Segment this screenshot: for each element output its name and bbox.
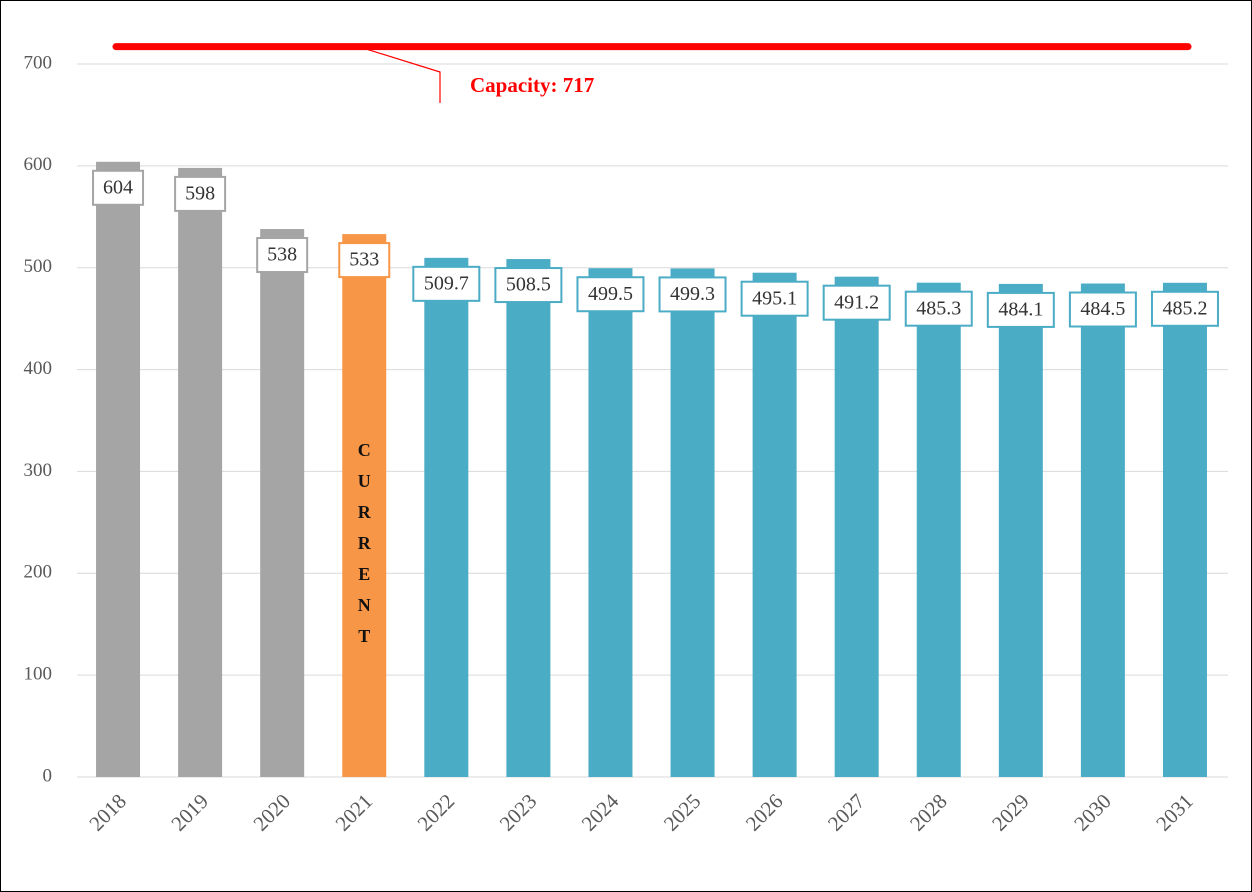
value-label-box [658,276,727,313]
value-label-box [1068,291,1137,328]
value-label: 499.5 [588,283,633,305]
y-tick-label: 600 [24,154,53,175]
bar [260,229,305,778]
bar [588,268,633,777]
y-tick-label: 100 [24,664,53,685]
bar [670,268,715,777]
value-label: 491.2 [834,291,879,313]
capacity-label: Capacity: 717 [470,73,594,97]
value-label: 604 [103,176,133,198]
value-label: 509.7 [424,272,469,294]
value-label: 484.1 [998,299,1043,321]
value-label-box [1150,290,1219,327]
y-tick-label: 400 [24,358,53,379]
bar [342,234,387,777]
value-label: 508.5 [506,274,551,296]
y-tick-label: 500 [24,256,53,277]
capacity-leader [364,48,441,103]
bar [1162,282,1207,777]
value-label-box [576,276,645,313]
value-label-box [904,290,973,327]
value-label: 485.3 [916,297,961,319]
bar [96,161,141,778]
value-label: 499.3 [670,283,715,305]
value-label-box [174,175,227,212]
value-label-box [986,291,1055,328]
value-label: 484.5 [1080,298,1125,320]
bar [752,272,797,777]
value-label-box [740,280,809,317]
y-tick-label: 200 [24,562,53,583]
value-label-box [338,242,391,279]
value-label: 485.2 [1162,297,1207,319]
value-label: 495.1 [752,287,797,309]
bar [916,282,961,777]
bar [834,276,879,777]
value-label-box [822,284,891,321]
y-tick-label: 0 [43,765,53,786]
value-label: 598 [185,182,215,204]
value-label: 533 [349,249,379,271]
bar [998,283,1043,777]
value-label-box [494,267,563,304]
y-tick-label: 300 [24,460,53,481]
value-label-box [412,265,481,302]
value-label-box [92,169,145,206]
value-label-box [256,237,309,274]
y-tick-label: 700 [24,52,53,73]
annotation: CURRENT [354,440,374,657]
bar [424,257,469,778]
value-label: 538 [267,244,297,266]
bar [1080,283,1125,777]
bar [506,259,551,778]
bar [178,167,223,777]
